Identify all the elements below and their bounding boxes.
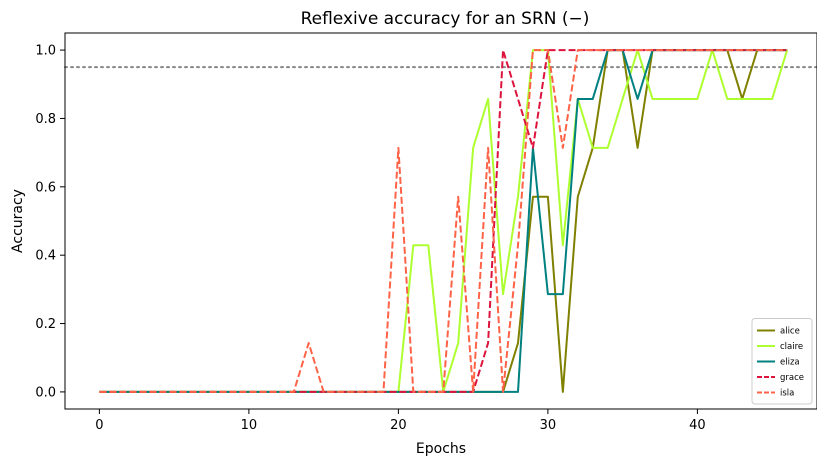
y-tick-label: 0.8 xyxy=(35,112,56,127)
legend-label-isla: isla xyxy=(780,389,794,399)
legend-box xyxy=(751,318,813,405)
y-tick-label: 0.2 xyxy=(35,317,56,332)
series-line-alice xyxy=(99,49,788,393)
legend-label-alice: alice xyxy=(780,327,800,337)
x-tick-label: 40 xyxy=(689,418,706,433)
legend: alice claire eliza grace isla xyxy=(751,318,813,405)
axes: 0 10 20 30 40 0.0 0.2 0.4 0.6 0.8 1.0 xyxy=(35,44,705,433)
chart-title: Reflexive accuracy for an SRN (−) xyxy=(301,9,590,29)
y-axis-label: Accuracy xyxy=(10,189,26,253)
legend-label-grace: grace xyxy=(780,373,804,383)
plot-frame xyxy=(64,32,817,410)
y-tick-label: 0.6 xyxy=(35,180,56,195)
x-tick-label: 10 xyxy=(241,418,258,433)
y-tick-label: 1.0 xyxy=(35,44,56,59)
x-axis-label: Epochs xyxy=(416,441,466,457)
x-tick-label: 0 xyxy=(95,418,103,433)
x-tick-label: 20 xyxy=(390,418,407,433)
x-tick-label: 30 xyxy=(540,418,557,433)
legend-label-claire: claire xyxy=(780,342,803,352)
y-tick-label: 0.4 xyxy=(35,249,56,264)
plot-area xyxy=(64,49,817,393)
legend-label-eliza: eliza xyxy=(780,358,800,368)
y-tick-label: 0.0 xyxy=(35,385,56,400)
series-line-claire xyxy=(99,49,789,393)
series-line-isla xyxy=(99,49,788,393)
series-line-eliza xyxy=(99,49,788,393)
series-line-grace xyxy=(99,49,788,393)
